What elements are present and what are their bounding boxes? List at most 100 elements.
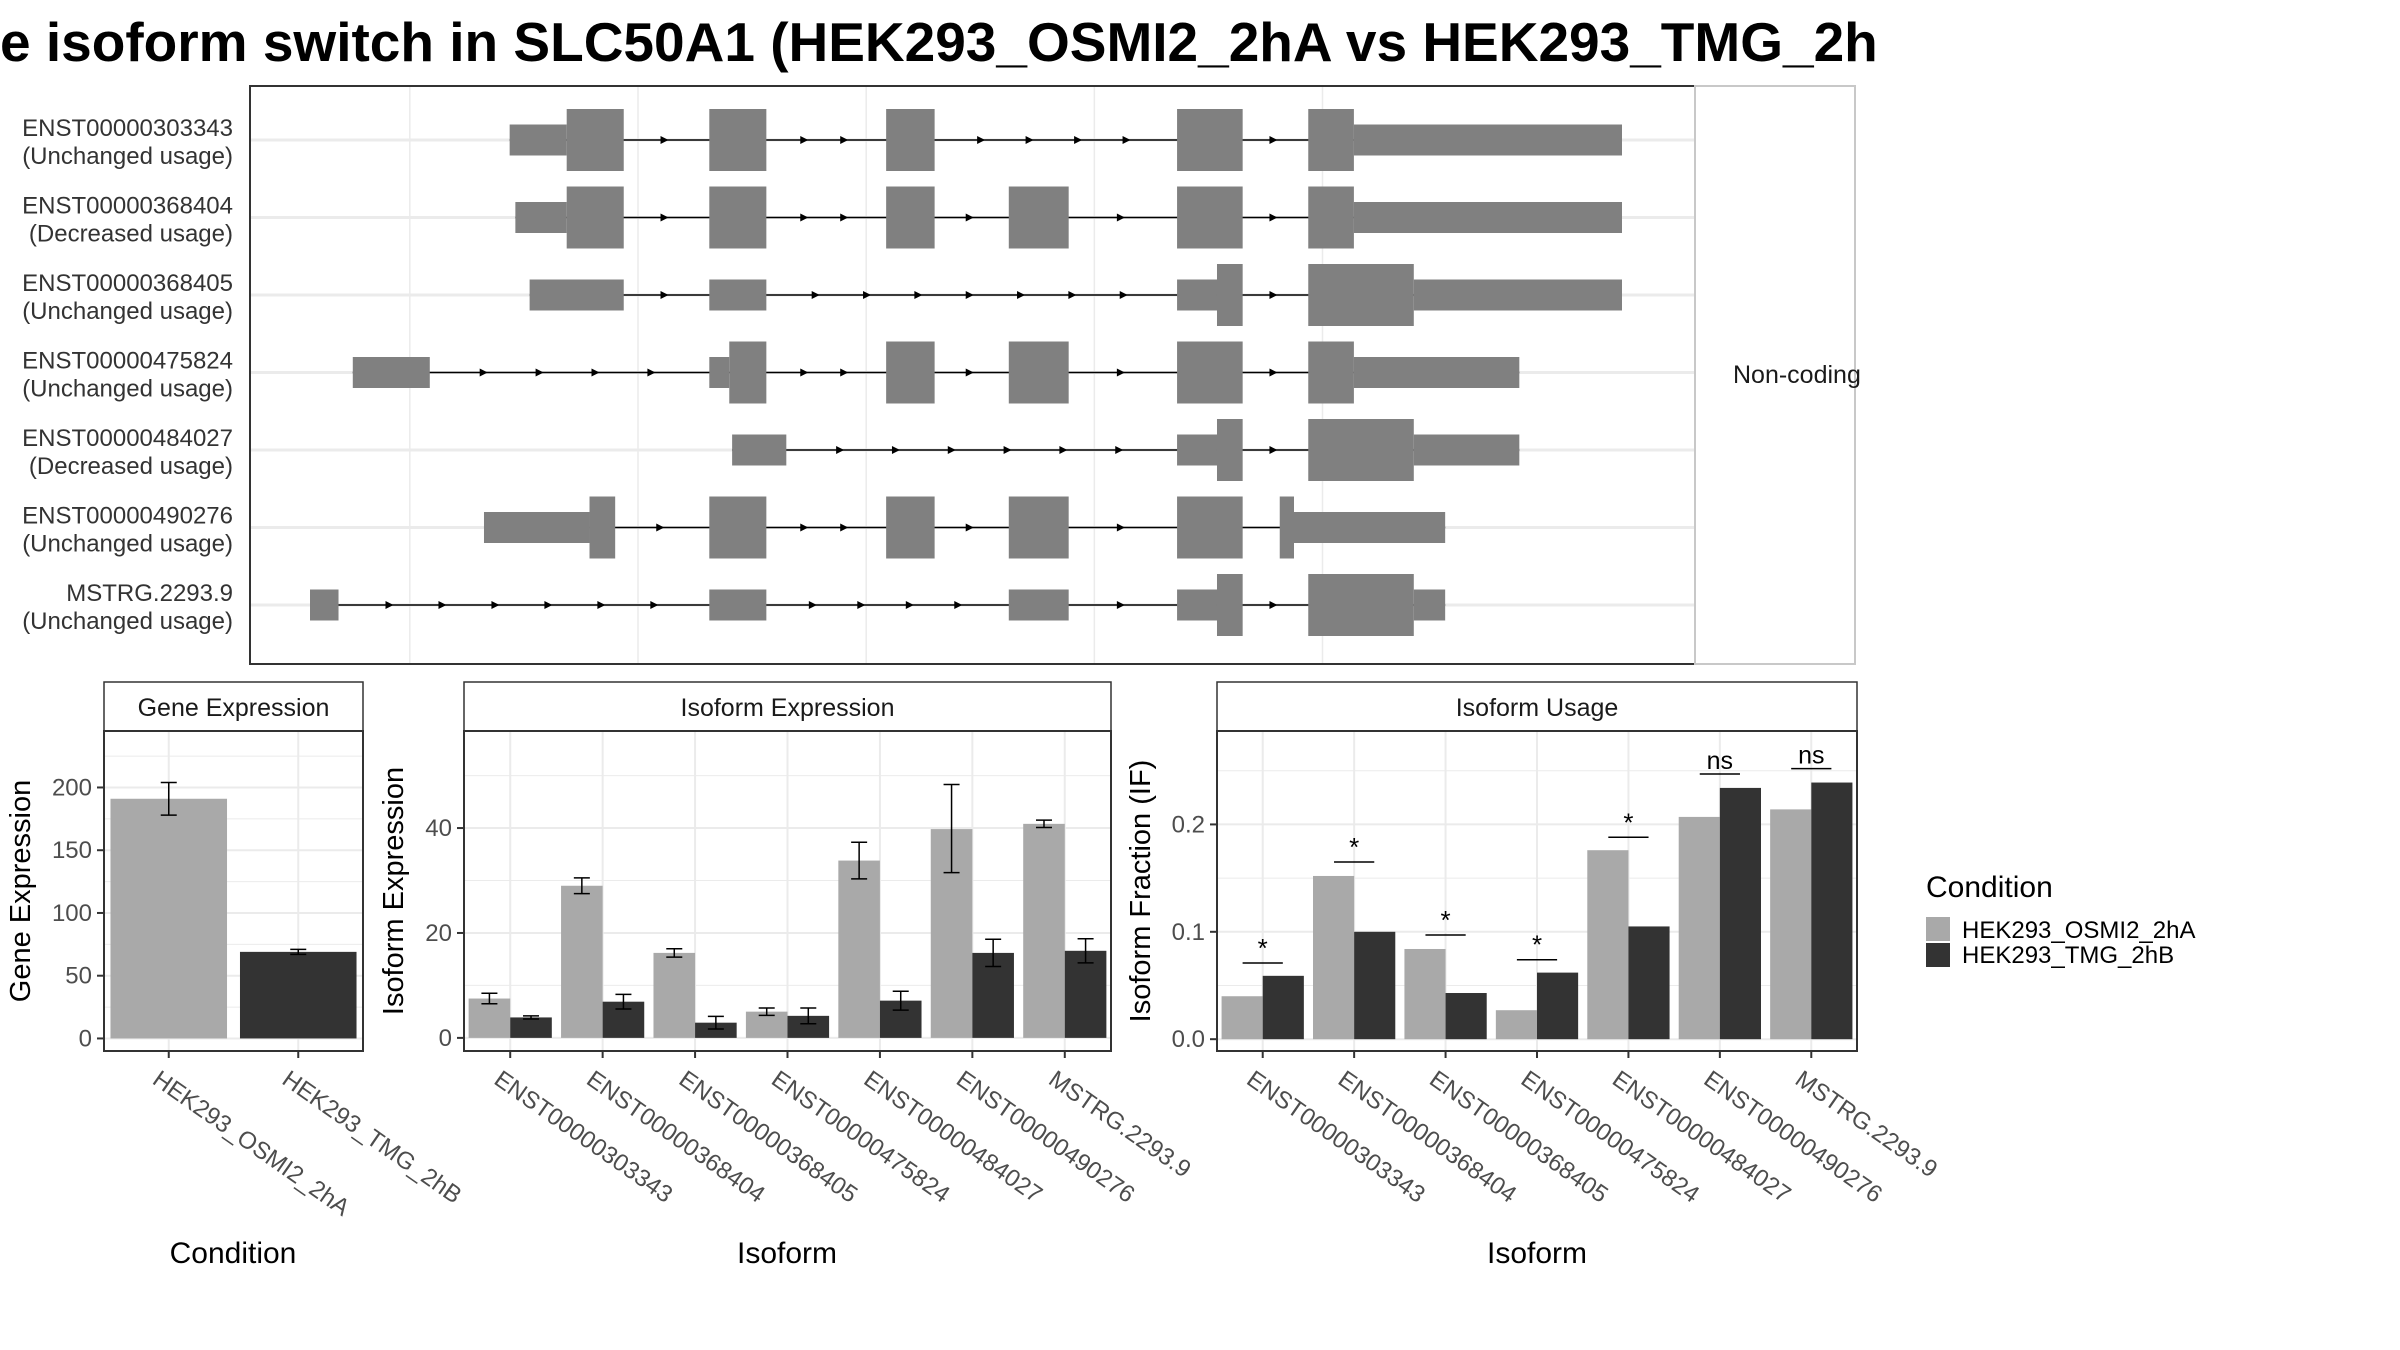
strip-label-noncoding: Non-coding [1733, 361, 1861, 389]
bar [1445, 993, 1487, 1040]
coding-exon [709, 186, 767, 249]
y-tick-label: 150 [52, 837, 92, 864]
transcript-row: ENST00000368404(Decreased usage) [22, 186, 1694, 249]
legend-swatch-tmg [1926, 943, 1950, 967]
utr-exon [709, 589, 767, 621]
bar [1537, 972, 1579, 1040]
transcript-usage-label: (Unchanged usage) [22, 143, 233, 170]
bar [1587, 850, 1629, 1040]
bar [1628, 926, 1670, 1040]
strand-arrow [947, 446, 956, 454]
y-tick-label: 0.0 [1172, 1026, 1205, 1053]
strand-arrow [535, 368, 544, 377]
error-bar [666, 947, 683, 958]
transcript-row: ENST00000490276(Unchanged usage) [22, 496, 1694, 559]
strand-arrow [660, 136, 669, 144]
coding-exon [1177, 496, 1243, 559]
strand-arrow [1116, 213, 1125, 222]
error-bar [523, 1015, 540, 1020]
transcript-structure-panel: ENST00000303343(Unchanged usage)ENST0000… [22, 85, 1861, 665]
coding-exon [1177, 109, 1243, 171]
coding-exon [886, 496, 935, 559]
gene-expression-y-label: Gene Expression [5, 780, 37, 1002]
bar [110, 798, 228, 1039]
isoform-expression-x-label: Isoform [737, 1237, 837, 1270]
strand-arrow [811, 291, 820, 299]
transcript-row: ENST00000303343(Unchanged usage) [22, 109, 1694, 171]
isoform-usage-plot: 0.00.10.2ENST00000303343ENST00000368404E… [1172, 731, 1942, 1209]
coding-exon [1216, 419, 1243, 481]
utr-exon [1413, 434, 1520, 466]
strand-arrow [1122, 136, 1131, 144]
utr-exon [352, 357, 430, 388]
error-bar [481, 992, 498, 1005]
strand-arrow [544, 601, 553, 609]
utr-exon [1294, 512, 1446, 543]
bar [1404, 948, 1446, 1040]
significance-label: ns [1798, 742, 1824, 770]
transcript-id-label: ENST00000484027 [22, 425, 233, 452]
strand-arrow [1269, 446, 1278, 454]
isoform-usage-panel: Isoform Usage 0.00.10.2ENST00000303343EN… [1125, 681, 1942, 1270]
coding-exon [886, 341, 935, 404]
strand-arrow [857, 601, 866, 609]
coding-exon [709, 109, 767, 171]
coding-exon [1216, 574, 1243, 636]
significance-label: ns [1707, 747, 1733, 775]
error-bar [851, 841, 868, 880]
strand-arrow [840, 523, 849, 532]
error-bar [1035, 819, 1052, 829]
gene-expression-x-label: Condition [170, 1237, 297, 1270]
strand-arrow [840, 368, 849, 377]
error-bar [573, 877, 590, 895]
transcript-usage-label: (Unchanged usage) [22, 531, 233, 558]
strand-arrow [863, 291, 872, 299]
strand-arrow [800, 523, 809, 532]
strand-arrow [491, 601, 500, 609]
coding-exon [729, 341, 767, 404]
error-bar [1077, 937, 1094, 964]
legend-title: Condition [1926, 871, 2053, 904]
coding-exon [1308, 341, 1354, 404]
utr-exon [1177, 589, 1217, 621]
gene-expression-strip-title: Gene Expression [138, 694, 330, 722]
significance-label: * [1532, 930, 1542, 960]
utr-exon [483, 512, 590, 543]
legend-label-osmi2: HEK293_OSMI2_2hA [1962, 917, 2195, 944]
strand-arrow [1116, 523, 1125, 532]
coding-exon [1308, 186, 1354, 249]
transcript-usage-label: (Decreased usage) [29, 221, 233, 248]
transcript-id-label: ENST00000368405 [22, 270, 233, 297]
y-tick-label: 50 [65, 963, 92, 990]
strand-arrow [650, 601, 659, 609]
y-tick-label: 0 [439, 1025, 452, 1052]
strand-arrow [660, 291, 669, 299]
utr-exon [709, 357, 730, 388]
strand-arrow [977, 136, 986, 144]
y-tick-label: 40 [425, 815, 452, 842]
utr-exon [515, 202, 567, 233]
error-bar [943, 783, 960, 874]
utr-exon [1413, 589, 1446, 621]
page-title: e isoform switch in SLC50A1 (HEK293_OSMI… [0, 11, 1878, 73]
coding-exon [709, 496, 767, 559]
strand-arrow [1059, 446, 1068, 454]
bar [1678, 816, 1720, 1040]
bar [1770, 809, 1812, 1040]
strand-arrow [1269, 368, 1278, 377]
significance-label: * [1258, 933, 1268, 963]
gene-expression-strip [103, 681, 364, 732]
strand-arrow [591, 368, 600, 377]
y-tick-label: 20 [425, 920, 452, 947]
strand-arrow [1074, 136, 1083, 144]
y-tick-label: 200 [52, 774, 92, 801]
y-tick-label: 0.2 [1172, 811, 1205, 838]
legend-swatch-osmi2 [1926, 917, 1950, 941]
transcript-usage-label: (Unchanged usage) [22, 298, 233, 325]
coding-exon [1308, 574, 1414, 636]
transcript-row: MSTRG.2293.9(Unchanged usage) [22, 574, 1694, 636]
bar [787, 1015, 830, 1038]
bar [510, 1017, 552, 1038]
utr-exon [529, 279, 624, 311]
transcript-id-label: ENST00000303343 [22, 115, 233, 142]
